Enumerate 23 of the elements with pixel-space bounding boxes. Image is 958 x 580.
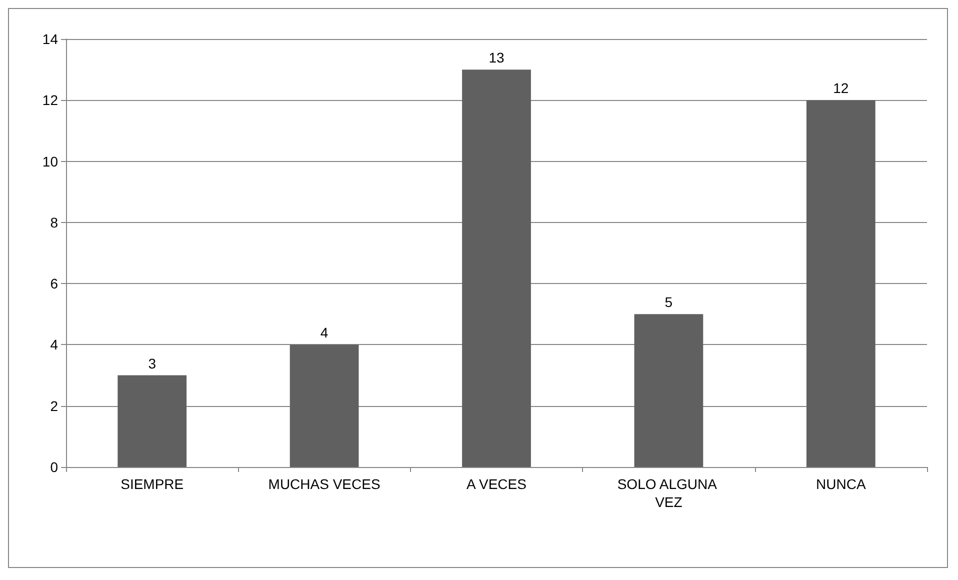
bar <box>290 344 359 467</box>
y-tick-label: 10 <box>42 153 58 170</box>
bar <box>806 100 876 467</box>
x-tick-label: NUNCA <box>816 476 866 492</box>
x-tick-label: MUCHAS VECES <box>268 476 380 492</box>
bar <box>118 375 187 467</box>
data-label: 4 <box>320 324 328 341</box>
bar <box>462 70 531 467</box>
x-tick-label: SIEMPRE <box>120 476 184 492</box>
y-tick-label: 12 <box>42 92 58 108</box>
y-tick-label: 8 <box>50 214 58 230</box>
y-tick-label: 6 <box>50 276 58 292</box>
bar <box>634 314 704 467</box>
data-label: 3 <box>148 355 156 372</box>
x-tick-label: SOLO ALGUNA VEZ <box>617 476 720 510</box>
y-tick-label: 2 <box>50 398 58 414</box>
x-tick-label: A VECES <box>466 476 526 492</box>
y-tick-label: 4 <box>50 336 58 353</box>
y-tick-label: 14 <box>42 31 58 47</box>
y-tick-label: 0 <box>50 459 58 475</box>
data-label: 5 <box>664 294 673 310</box>
data-label: 13 <box>488 50 504 66</box>
data-label: 12 <box>833 80 849 96</box>
